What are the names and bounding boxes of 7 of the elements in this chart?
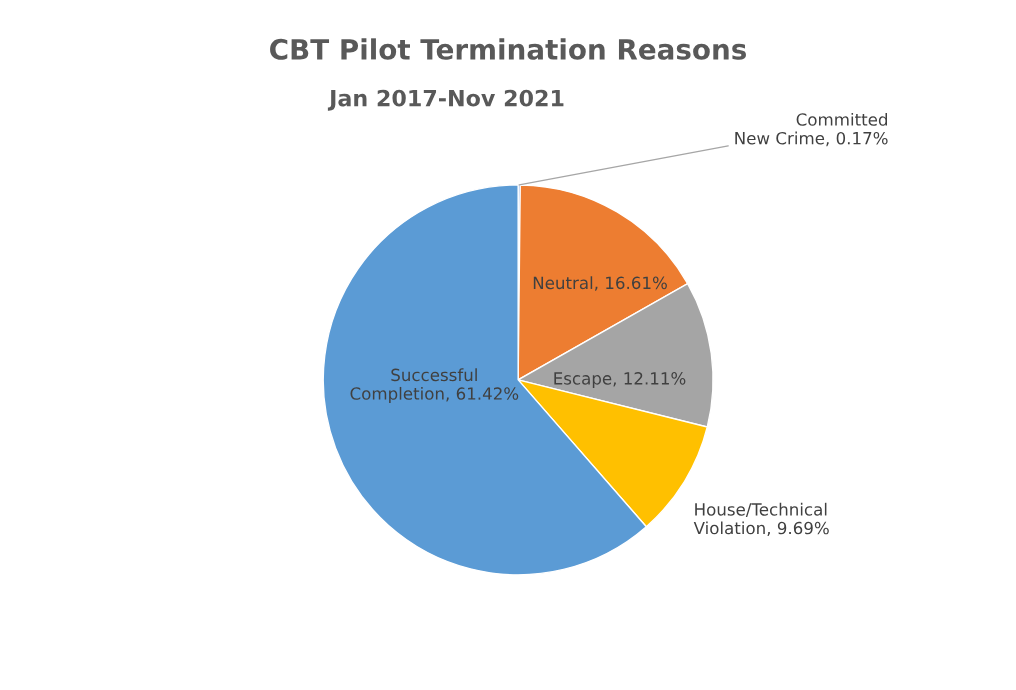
slice-label: Successful Completion, 61.42% <box>350 368 519 404</box>
slice-label: House/Technical Violation, 9.69% <box>693 502 829 537</box>
slice-label: Escape, 12.11% <box>554 372 686 388</box>
slice-label: Committed New Crime, 0.17% <box>735 112 888 147</box>
slice-label: Neutral, 16.61% <box>533 276 667 291</box>
chart-subtitle: Jan 2017-Nov 2021 <box>327 89 564 111</box>
chart-title: CBT Pilot Termination Reasons <box>270 38 746 60</box>
